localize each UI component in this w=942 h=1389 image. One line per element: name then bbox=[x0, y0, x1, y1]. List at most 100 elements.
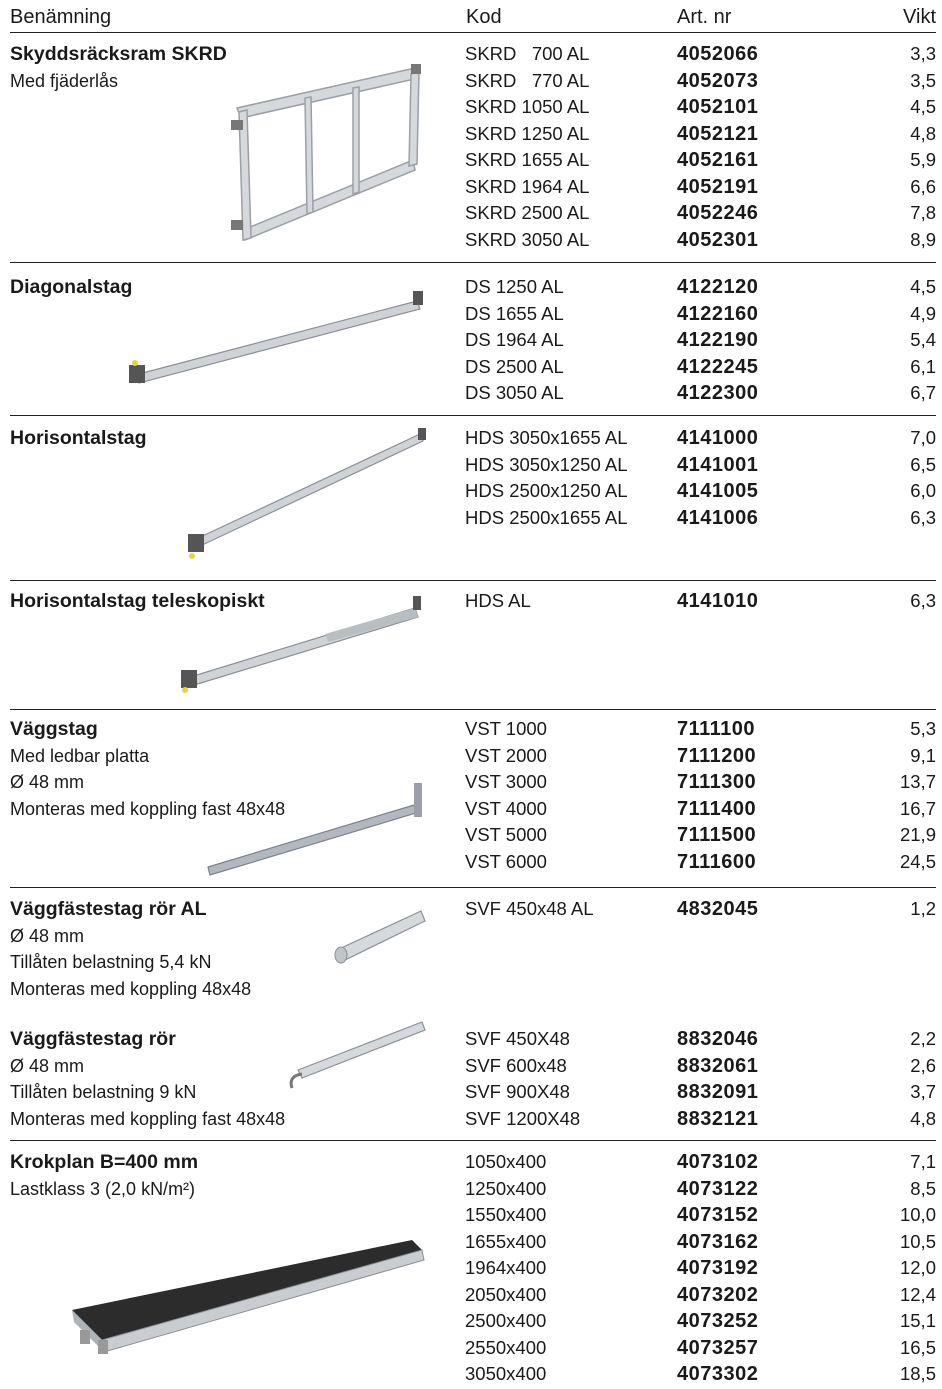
article-number: 4141001 bbox=[677, 453, 759, 476]
weight-value: 7,1 bbox=[910, 1151, 936, 1172]
product-code: SVF 1200X48 bbox=[465, 1107, 581, 1129]
weight-value: 8,9 bbox=[910, 228, 936, 250]
product-code: 1050x400 bbox=[465, 1151, 547, 1172]
article-number: 4832045 bbox=[677, 898, 759, 920]
weight-value: 6,6 bbox=[910, 175, 936, 197]
section-title: Diagonalstag bbox=[10, 276, 133, 298]
table-row: 3050x400 4073302 18,5 bbox=[10, 1361, 936, 1388]
table-row: DS 1964 AL 4122190 5,4 bbox=[10, 327, 936, 354]
product-code: DS 3050 AL bbox=[465, 382, 564, 403]
product-code: 1964x400 bbox=[465, 1257, 547, 1278]
guardrail-frame-illustration bbox=[231, 64, 421, 242]
weight-value: 6,7 bbox=[910, 382, 936, 403]
product-code: 2550x400 bbox=[465, 1336, 547, 1358]
article-number: 4052101 bbox=[677, 96, 759, 118]
section-description: Med fjäderlås bbox=[10, 70, 119, 91]
table-row: HDS 3050x1250 AL 4141001 6,5 bbox=[10, 452, 936, 479]
article-number: 4073257 bbox=[677, 1336, 759, 1359]
header-divider bbox=[10, 32, 936, 33]
product-code: SKRD 1250 AL bbox=[465, 122, 590, 144]
wall-anchor-tube-al-illustration bbox=[334, 910, 426, 964]
product-code: 3050x400 bbox=[465, 1363, 547, 1384]
section-title: Krokplan B=400 mm bbox=[10, 1151, 199, 1173]
table-row: SKRD 3050 AL 4052301 8,9 bbox=[10, 227, 936, 254]
article-number: 8832121 bbox=[677, 1107, 759, 1130]
table-row: SKRD 2500 AL 4052246 7,8 bbox=[10, 200, 936, 227]
weight-value: 21,9 bbox=[899, 824, 936, 845]
article-number: 4052073 bbox=[677, 69, 759, 92]
product-code: SKRD 2500 AL bbox=[465, 202, 590, 223]
weight-value: 15,1 bbox=[899, 1310, 936, 1331]
weight-value: 6,0 bbox=[910, 480, 936, 501]
section-title: Väggfästestag rör AL bbox=[10, 898, 207, 920]
article-number: 4052246 bbox=[677, 202, 759, 224]
product-code: SKRD 1655 AL bbox=[465, 149, 590, 170]
weight-value: 18,5 bbox=[899, 1363, 936, 1384]
product-code: DS 1655 AL bbox=[465, 302, 564, 324]
section-description: Tillåten belastning 5,4 kN bbox=[10, 952, 212, 972]
weight-value: 13,7 bbox=[899, 771, 936, 792]
section-title: Horisontalstag bbox=[10, 427, 147, 449]
product-code: SVF 900X48 bbox=[465, 1081, 570, 1102]
product-code: HDS 2500x1250 AL bbox=[465, 480, 628, 501]
article-number: 4052121 bbox=[677, 122, 759, 145]
weight-value: 12,0 bbox=[899, 1257, 936, 1278]
table-row: VST 3000 7111300 13,7 bbox=[10, 769, 936, 796]
table-row: SKRD 700 AL 4052066 3,3 bbox=[10, 41, 936, 68]
column-header-article: Art. nr bbox=[677, 6, 732, 28]
table-row: DS 3050 AL 4122300 6,7 bbox=[10, 380, 936, 407]
article-number: 4141005 bbox=[677, 480, 759, 502]
product-code: SKRD 1050 AL bbox=[465, 96, 590, 117]
section-description: Monteras med koppling 48x48 bbox=[10, 978, 252, 999]
section-description: Med ledbar platta bbox=[10, 745, 150, 766]
product-code: 2050x400 bbox=[465, 1283, 547, 1305]
article-number: 4141000 bbox=[677, 427, 759, 449]
article-number: 4052191 bbox=[677, 175, 759, 198]
article-number: 7111600 bbox=[677, 850, 757, 873]
table-row: VST 1000 7111100 5,3 bbox=[10, 716, 936, 743]
section-description: Lastklass 3 (2,0 kN/m²) bbox=[10, 1178, 196, 1199]
weight-value: 4,5 bbox=[910, 276, 936, 297]
article-number: 8832061 bbox=[677, 1054, 759, 1077]
weight-value: 5,9 bbox=[910, 149, 936, 170]
product-code: SKRD 700 AL bbox=[465, 43, 590, 64]
weight-value: 6,3 bbox=[910, 506, 936, 528]
weight-value: 7,0 bbox=[910, 427, 936, 448]
product-code: SVF 600x48 bbox=[465, 1054, 567, 1076]
weight-value: 6,1 bbox=[910, 355, 936, 377]
article-number: 4052066 bbox=[677, 43, 759, 65]
article-number: 4122160 bbox=[677, 302, 759, 325]
product-code: DS 1964 AL bbox=[465, 329, 564, 350]
table-row: 1655x400 4073162 10,5 bbox=[10, 1229, 936, 1256]
weight-value: 4,8 bbox=[910, 1107, 936, 1129]
weight-value: 24,5 bbox=[899, 850, 936, 872]
section-title: Väggfästestag rör bbox=[10, 1028, 176, 1050]
wall-anchor-tube-illustration bbox=[289, 1021, 426, 1089]
weight-value: 5,3 bbox=[910, 718, 936, 739]
weight-value: 3,5 bbox=[910, 69, 936, 91]
article-number: 4073252 bbox=[677, 1310, 759, 1332]
article-number: 4052301 bbox=[677, 228, 759, 251]
table-row: HDS 3050x1655 AL 4141000 7,0 bbox=[10, 425, 936, 452]
weight-value: 16,5 bbox=[899, 1336, 936, 1358]
weight-value: 7,8 bbox=[910, 202, 936, 223]
article-number: 4122190 bbox=[677, 329, 759, 351]
product-code: SVF 450x48 AL bbox=[465, 898, 594, 919]
table-row: SVF 450X48 8832046 2,2 bbox=[10, 1026, 936, 1053]
article-number: 7111400 bbox=[677, 797, 757, 820]
article-number: 4073122 bbox=[677, 1177, 759, 1200]
section-divider bbox=[10, 1140, 936, 1141]
article-number: 7111300 bbox=[677, 771, 757, 793]
article-number: 4073302 bbox=[677, 1363, 759, 1385]
article-number: 4073162 bbox=[677, 1230, 759, 1253]
weight-value: 9,1 bbox=[910, 744, 936, 766]
section-description: Monteras med koppling fast 48x48 bbox=[10, 798, 286, 819]
table-row: VST 5000 7111500 21,9 bbox=[10, 822, 936, 849]
article-number: 4122300 bbox=[677, 382, 759, 404]
table-row: SVF 900X48 8832091 3,7 bbox=[10, 1079, 936, 1106]
product-code: HDS 3050x1250 AL bbox=[465, 453, 628, 475]
table-row: SKRD 1655 AL 4052161 5,9 bbox=[10, 147, 936, 174]
weight-value: 10,0 bbox=[899, 1204, 936, 1225]
table-row: SKRD 770 AL 4052073 3,5 bbox=[10, 68, 936, 95]
product-code: VST 3000 bbox=[465, 771, 547, 792]
